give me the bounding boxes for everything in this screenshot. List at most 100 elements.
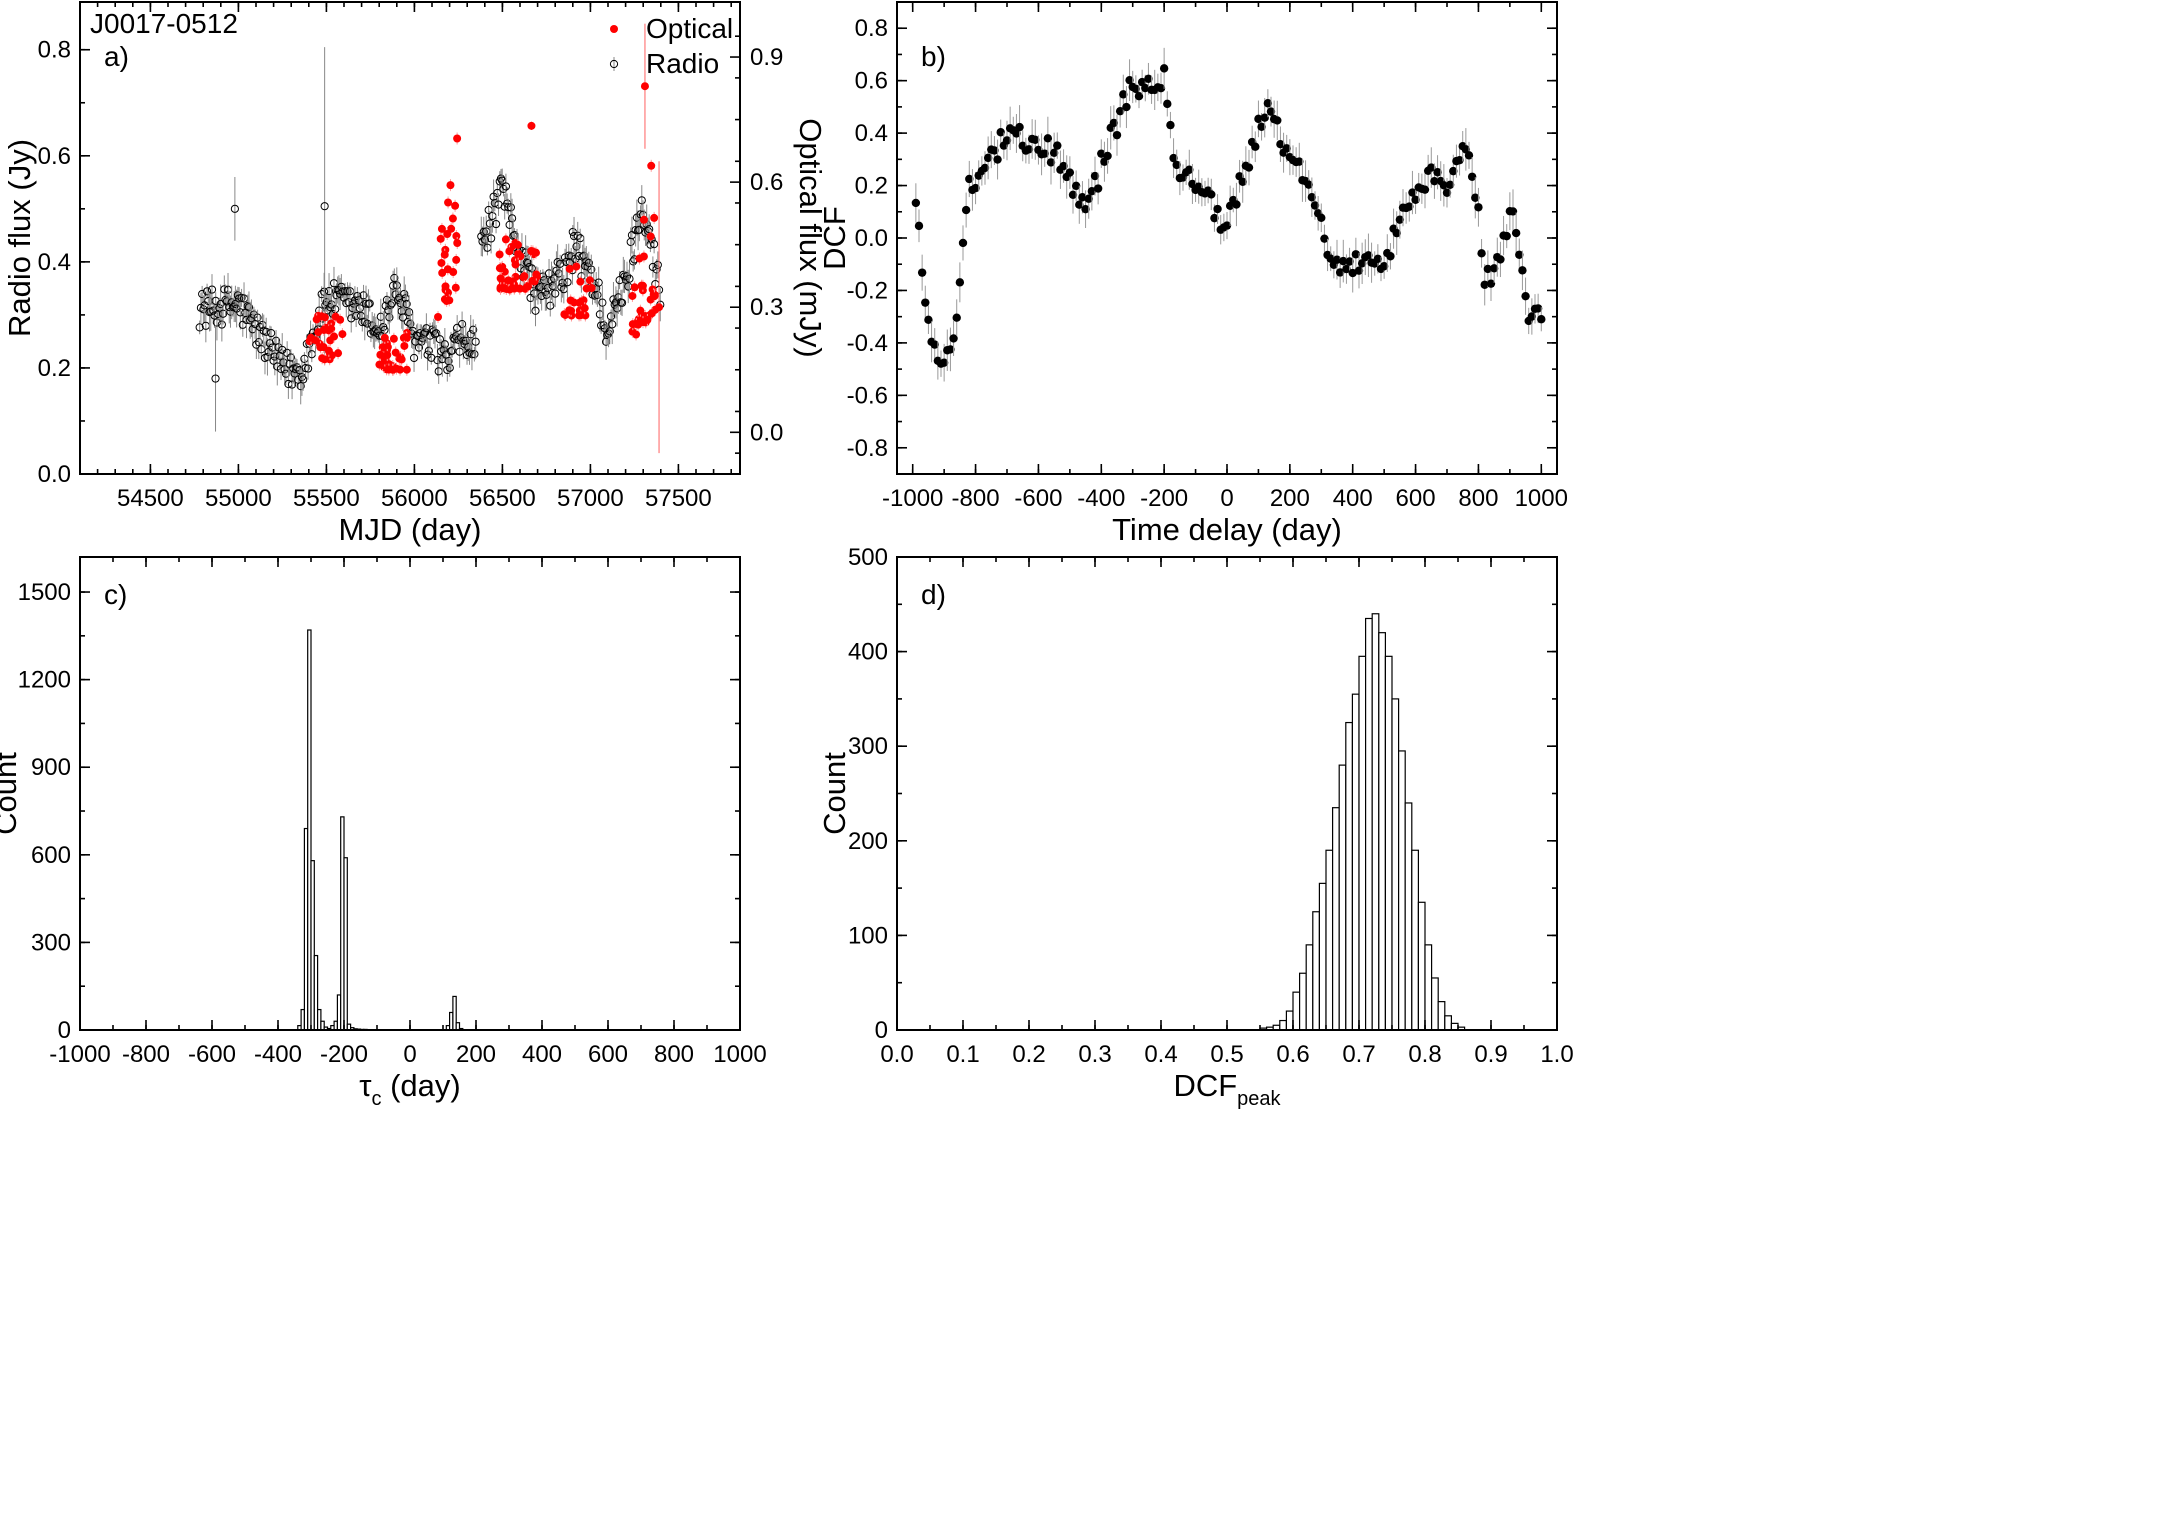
dcf-point [1486,279,1496,288]
dcf-point [1442,188,1452,197]
dcf-point [1213,204,1222,214]
panel-d-ytick-label: 500 [848,544,888,571]
optical-point [508,277,517,286]
histogram-bar [1331,807,1340,1031]
radio-point [419,329,429,338]
panel-c-xtick-label: 800 [654,1041,694,1068]
optical-point [635,254,644,263]
radio-point [556,259,565,268]
dcf-point [1172,160,1181,170]
optical-point [443,265,452,274]
dcf-point [1273,116,1282,125]
dcf-point [1364,251,1373,260]
radio-point [637,196,646,205]
panel-a-x-axis-title: MJD (day) [339,512,482,547]
radio-point [445,363,454,372]
radio-point [392,281,401,290]
optical-point [628,291,637,300]
optical-point [441,282,450,291]
panel-c-xtick-label: -600 [188,1041,236,1068]
optical-point [514,249,523,258]
panel-a-ytick-label: 0.8 [38,37,71,64]
panel-d-y-axis-title: Count [817,752,852,835]
optical-point [497,264,506,273]
histogram-bar [1351,693,1360,1031]
panel-a-y2tick-label: 0.0 [750,419,783,446]
histogram-bar [1298,972,1307,1031]
panel-b-x-axis-title: Time delay (day) [1112,512,1342,547]
optical-point [319,325,328,334]
panel-d-bars [1259,613,1466,1031]
dcf-point [930,340,939,349]
optical-point [451,201,460,210]
dcf-point [1075,200,1084,209]
optical-point [638,318,647,327]
panel-d-xtick-label: 0.5 [1210,1041,1243,1068]
radio-point [299,375,308,384]
dcf-point [1071,181,1081,191]
radio-point [424,346,433,355]
radio-point [573,231,582,240]
optical-point [636,306,645,315]
radio-point [557,283,566,292]
dcf-point [1449,166,1458,176]
dcf-point [965,174,974,184]
panel-d-xtick-label: 1.0 [1540,1041,1573,1068]
radio-point [360,317,369,326]
histogram-bar [343,857,348,1031]
optical-point [628,320,637,329]
dcf-point [1474,203,1483,212]
optical-point [520,272,529,281]
dcf-point [1266,107,1276,116]
dcf-point [1210,213,1219,223]
dcf-point [971,183,980,193]
radio-point [244,303,254,312]
dcf-point [1477,249,1486,258]
dcf-point [1040,149,1049,158]
dcf-point [1068,190,1078,199]
dcf-point [1090,171,1100,181]
radio-point [563,278,572,287]
optical-point [650,292,659,301]
optical-point [443,230,452,239]
dcf-point [983,153,993,163]
panel-c-bars [297,629,464,1031]
dcf-point [1081,204,1090,214]
optical-point [510,284,519,293]
optical-point [452,255,461,264]
radio-point [499,184,508,193]
optical-point [647,161,656,170]
radio-point [430,330,440,339]
dcf-point [1527,312,1537,321]
x-axis-title-subscript: c [372,1088,382,1110]
panel-a-xtick-label: 55000 [205,485,272,512]
histogram-bar [1325,849,1334,1031]
dcf-point [1207,190,1216,199]
radio-point [218,309,228,318]
histogram-bar [1444,1015,1453,1031]
panel-d-plot-frame [896,556,1558,1031]
dcf-point [1483,264,1493,274]
dcf-point [1357,259,1367,268]
panel-a-y2tick-label: 0.9 [750,44,783,71]
panel-a-radio-optical-lightcurve: 54500 55000 55500 56000 56500 57000 57500 0.0 0.… [2,1,828,547]
panel-b-xtick-label: -400 [1077,485,1125,512]
panel-a-ytick-label: 0.4 [38,249,71,276]
optical-point [440,250,449,259]
dcf-point [921,298,930,307]
panel-d-ytick-label: 300 [848,733,888,760]
histogram-bar [1312,911,1321,1031]
dcf-point [1103,151,1112,161]
panel-d-xtick-label: 0.1 [946,1041,979,1068]
optical-point [511,260,520,269]
histogram-bar [1345,721,1354,1031]
dcf-point [1185,165,1194,174]
radio-point [390,273,399,283]
dcf-point [990,146,999,155]
dcf-point [1065,168,1075,177]
dcf-point [1251,142,1260,151]
dcf-point [1043,134,1053,143]
legend-radio-label: Radio [646,48,719,79]
optical-point [388,365,397,374]
